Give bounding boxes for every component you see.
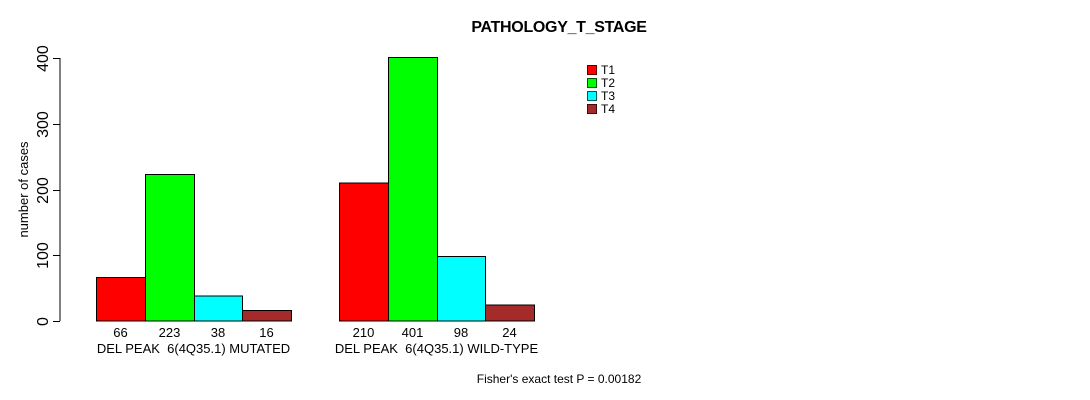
bar-value-label: 16 <box>259 325 273 340</box>
chart-title: PATHOLOGY_T_STAGE <box>471 19 647 36</box>
legend-item: T2 <box>587 76 616 90</box>
legend-item: T4 <box>587 102 616 116</box>
legend-swatch-t1 <box>587 65 597 75</box>
legend-label: T3 <box>601 89 616 103</box>
bar-t1-group1 <box>96 277 146 322</box>
bar-value-label: 223 <box>159 325 181 340</box>
y-tick-label: 0 <box>35 317 52 326</box>
legend-swatch-t4 <box>587 104 597 114</box>
bar-t4-group2 <box>485 304 535 322</box>
bar-t2-group2 <box>388 56 438 322</box>
bar-value-label: 210 <box>353 325 375 340</box>
legend-swatch-t3 <box>587 91 597 101</box>
bar-value-label: 24 <box>502 325 516 340</box>
legend: T1 T2 T3 T4 <box>587 63 616 116</box>
category-label: DEL PEAK 6(4Q35.1) MUTATED <box>97 341 290 356</box>
legend-label: T1 <box>601 63 616 77</box>
bar-value-label: 98 <box>454 325 468 340</box>
bar-t3-group1 <box>194 295 243 322</box>
bar-value-label: 66 <box>113 325 127 340</box>
bar-t1-group2 <box>339 182 389 322</box>
legend-item: T3 <box>587 89 616 103</box>
y-tick-label: 300 <box>35 111 52 138</box>
legend-label: T4 <box>601 102 616 116</box>
category-label: DEL PEAK 6(4Q35.1) WILD-TYPE <box>335 341 539 356</box>
legend-item: T1 <box>587 63 616 77</box>
y-tick-label: 100 <box>35 242 52 269</box>
legend-swatch-t2 <box>587 78 597 88</box>
bar-t3-group2 <box>437 256 486 322</box>
y-tick-label: 200 <box>35 177 52 204</box>
y-tick-label: 400 <box>35 45 52 72</box>
bar-t4-group1 <box>242 309 292 322</box>
bar-value-label: 38 <box>211 325 225 340</box>
legend-label: T2 <box>601 76 616 90</box>
annotation-text: Fisher's exact test P = 0.00182 <box>476 372 642 386</box>
y-axis-title: number of cases <box>16 141 31 238</box>
bar-t2-group1 <box>145 173 195 322</box>
bar-value-label: 401 <box>402 325 424 340</box>
